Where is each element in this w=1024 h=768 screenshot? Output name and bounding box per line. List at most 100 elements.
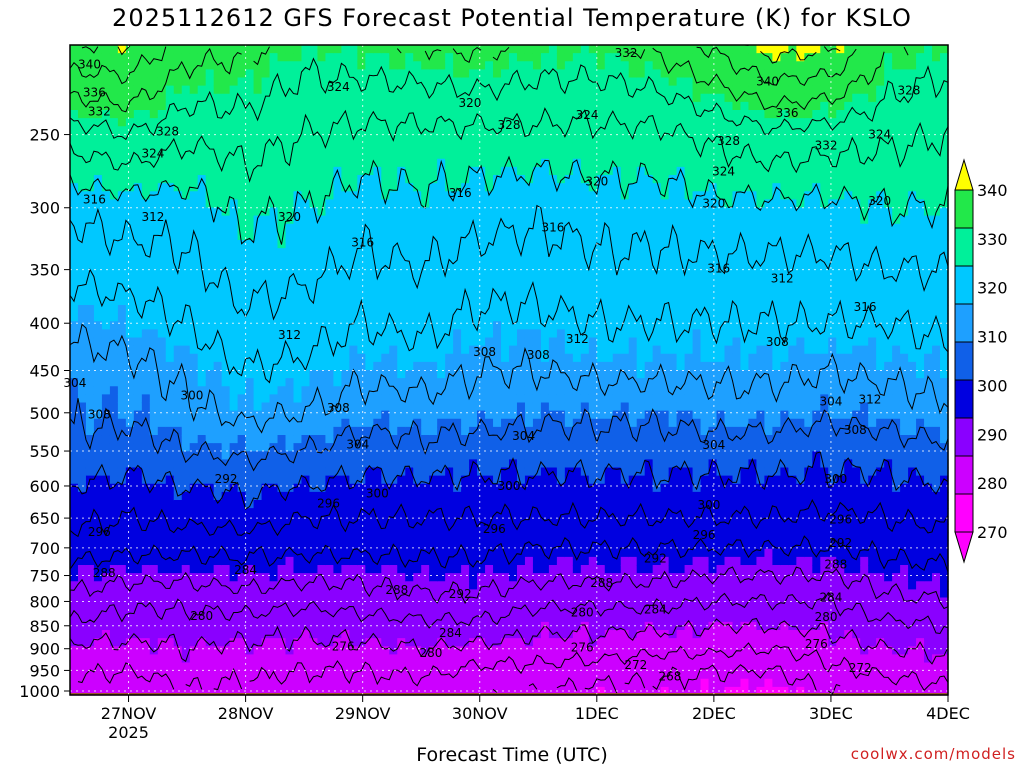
heatmap-cell [245,443,255,452]
heatmap-cell [229,199,239,209]
heatmap-cell [445,556,454,566]
heatmap-cell [485,516,494,525]
heatmap-cell [421,248,430,257]
heatmap-cell [229,134,239,144]
heatmap-cell [540,500,550,509]
heatmap-cell [245,101,255,111]
heatmap-cell [157,638,167,647]
heatmap-cell [101,646,111,655]
heatmap-cell [109,353,119,363]
heatmap-cell [269,467,279,477]
heatmap-cell [445,508,454,517]
heatmap-cell [477,53,486,62]
heatmap-cell [197,313,207,322]
heatmap-cell [333,142,342,152]
heatmap-cell [445,296,454,306]
heatmap-cell [548,134,558,144]
heatmap-cell [365,207,374,217]
heatmap-cell [548,548,558,558]
heatmap-cell [237,353,247,363]
heatmap-cell [237,231,247,241]
heatmap-cell [245,662,255,672]
heatmap-cell [509,524,518,534]
heatmap-cell [532,646,542,655]
heatmap-cell [237,313,247,322]
heatmap-cell [309,166,319,176]
heatmap-cell [429,61,438,70]
heatmap-cell [516,45,526,54]
heatmap-cell [461,85,470,95]
heatmap-cell [405,483,414,493]
heatmap-cell [477,500,486,509]
heatmap-cell [301,321,311,330]
heatmap-cell [221,662,231,672]
heatmap-cell [197,69,207,79]
heatmap-cell [293,248,303,257]
heatmap-cell [556,532,566,542]
heatmap-cell [556,589,566,599]
heatmap-cell [237,240,247,249]
heatmap-cell [213,183,223,192]
heatmap-cell [349,524,358,534]
heatmap-cell [77,77,87,87]
heatmap-cell [381,638,390,647]
heatmap-cell [405,69,414,79]
heatmap-cell [365,524,374,534]
heatmap-cell [548,353,558,363]
heatmap-cell [109,142,119,152]
heatmap-cell [461,370,470,379]
heatmap-cell [213,53,223,62]
heatmap-cell [157,53,167,62]
heatmap-cell [365,280,374,290]
heatmap-cell [509,183,518,192]
heatmap-cell [556,556,566,566]
heatmap-cell [509,77,518,87]
heatmap-cell [524,191,534,200]
heatmap-cell [437,565,446,574]
heatmap-cell [141,386,151,395]
heatmap-cell [237,248,247,257]
heatmap-cell [269,508,279,517]
heatmap-cell [381,215,390,225]
heatmap-cell [93,662,103,672]
heatmap-cell [540,215,550,225]
heatmap-cell [109,110,119,119]
heatmap-cell [429,540,438,550]
heatmap-cell [101,491,111,501]
heatmap-cell [373,361,382,371]
heatmap-cell [181,313,191,322]
heatmap-cell [501,142,510,152]
heatmap-cell [285,150,295,160]
heatmap-cell [133,540,143,550]
heatmap-cell [77,581,87,590]
heatmap-cell [77,467,87,477]
heatmap-cell [461,426,470,436]
heatmap-cell [524,215,534,225]
heatmap-cell [437,353,446,363]
heatmap-cell [397,345,406,355]
heatmap-cell [509,288,518,298]
heatmap-cell [477,475,486,485]
heatmap-cell [421,175,430,184]
heatmap-cell [365,500,374,509]
heatmap-cell [165,654,175,664]
heatmap-cell [453,565,462,574]
heatmap-cell [485,191,494,200]
heatmap-cell [229,45,239,54]
heatmap-cell [85,483,95,493]
heatmap-cell [261,256,271,265]
heatmap-cell [277,175,287,184]
heatmap-cell [325,581,334,590]
heatmap-cell [357,686,366,696]
heatmap-cell [149,378,159,387]
heatmap-cell [149,573,159,582]
heatmap-cell [245,556,255,566]
heatmap-cell [509,150,518,160]
heatmap-cell [285,532,295,542]
heatmap-cell [373,491,382,501]
heatmap-cell [532,508,542,517]
heatmap-cell [213,508,223,517]
heatmap-cell [70,272,79,282]
heatmap-cell [461,540,470,550]
heatmap-cell [85,166,95,176]
